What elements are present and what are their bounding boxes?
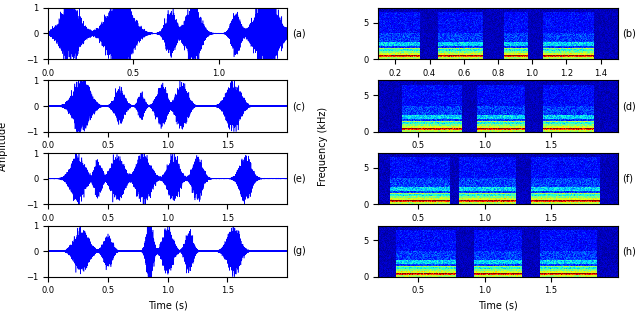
- Text: (a): (a): [292, 29, 306, 38]
- Text: (h): (h): [622, 246, 636, 256]
- Text: (d): (d): [622, 101, 636, 111]
- Text: (e): (e): [292, 174, 306, 183]
- X-axis label: Time (s): Time (s): [148, 301, 188, 311]
- Text: (f): (f): [622, 174, 634, 183]
- X-axis label: Time (s): Time (s): [478, 301, 518, 311]
- Text: Frequency (kHz): Frequency (kHz): [318, 107, 328, 186]
- Text: (b): (b): [622, 29, 636, 38]
- Text: Amplitude: Amplitude: [0, 121, 8, 171]
- Text: (g): (g): [292, 246, 306, 256]
- Text: (c): (c): [292, 101, 305, 111]
